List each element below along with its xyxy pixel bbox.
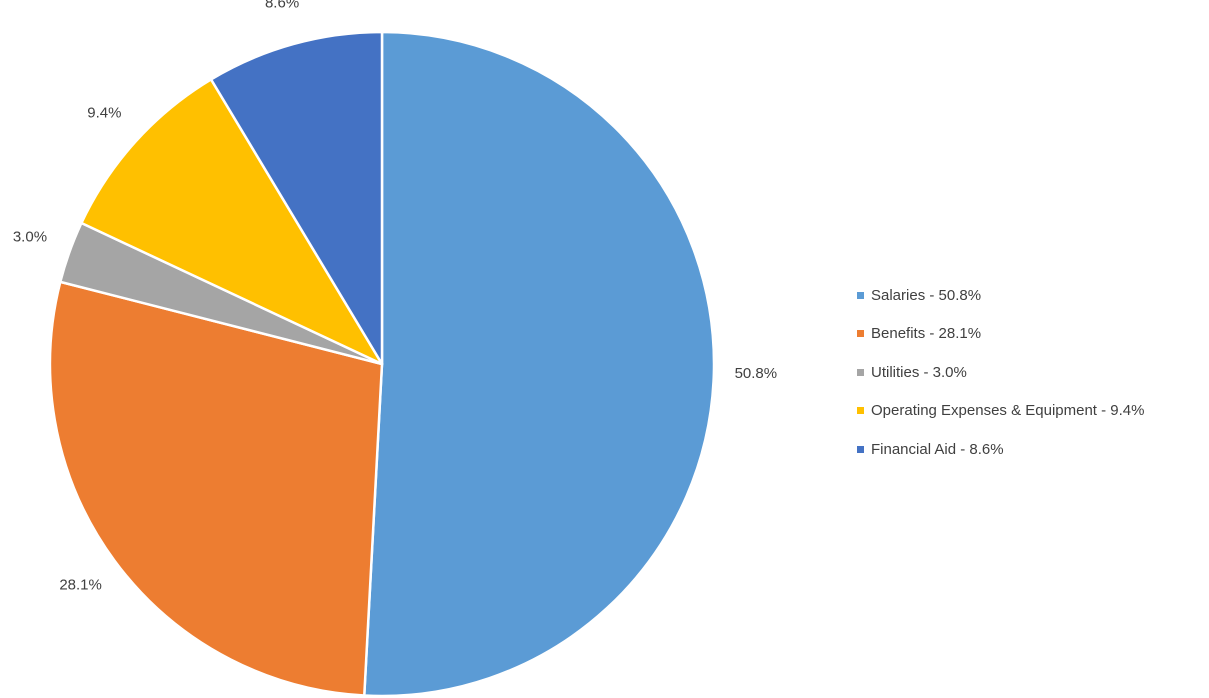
data-label-financial-aid: 8.6% — [265, 0, 299, 12]
legend-label-operating-expenses-and-equipment: Operating Expenses & Equipment - 9.4% — [871, 402, 1145, 420]
pie-slice-benefits — [48, 280, 384, 697]
data-label-benefits: 28.1% — [59, 576, 102, 593]
legend-label-financial-aid: Financial Aid - 8.6% — [871, 440, 1004, 458]
pie-slices — [48, 30, 716, 698]
legend-item-utilities: Utilities - 3.0% — [857, 353, 1145, 392]
legend-item-benefits: Benefits - 28.1% — [857, 315, 1145, 354]
data-label-salaries: 50.8% — [735, 365, 778, 382]
legend-swatch-financial-aid — [857, 445, 864, 453]
legend-label-salaries: Salaries - 50.8% — [871, 286, 982, 304]
legend-item-operating-expenses-and-equipment: Operating Expenses & Equipment - 9.4% — [857, 392, 1145, 431]
legend-label-benefits: Benefits - 28.1% — [871, 325, 982, 343]
legend-label-utilities: Utilities - 3.0% — [871, 363, 967, 381]
legend-swatch-utilities — [857, 368, 864, 376]
pie-slice-salaries — [363, 30, 716, 698]
legend-item-financial-aid: Financial Aid - 8.6% — [857, 430, 1145, 469]
legend-item-salaries: Salaries - 50.8% — [857, 276, 1145, 315]
data-labels: 50.8% 28.1% 3.0% 9.4% 8.6% — [13, 0, 777, 593]
legend-swatch-operating-expenses-and-equipment — [857, 407, 864, 415]
data-label-utilities: 3.0% — [13, 229, 47, 246]
pie-slice-financial-aid — [209, 30, 384, 366]
legend: Salaries - 50.8% Benefits - 28.1% Utilitie… — [857, 276, 1145, 469]
legend-swatch-salaries — [857, 291, 864, 299]
legend-swatch-benefits — [857, 330, 864, 338]
data-label-operating-expenses-and-equipment: 9.4% — [87, 104, 121, 121]
pie-slice-operating-expenses-and-equipment — [80, 78, 384, 366]
